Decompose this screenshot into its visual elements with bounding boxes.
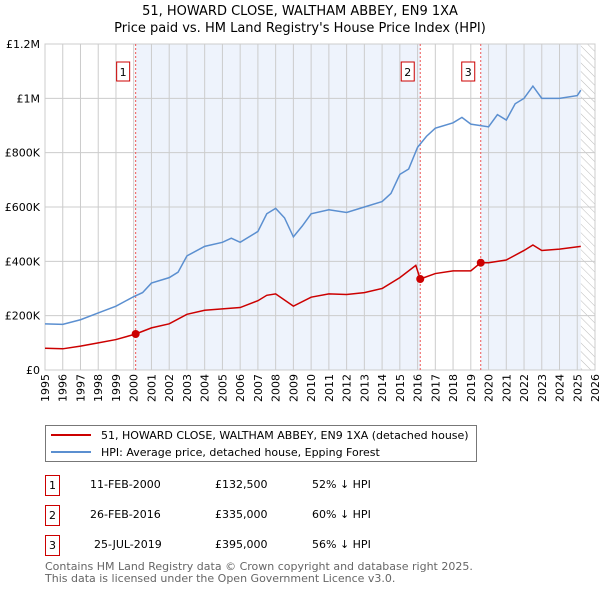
transaction-date: 25-JUL-2019 [94, 538, 162, 551]
transaction-row: 2 26-FEB-2016 £335,000 60% ↓ HPI [45, 505, 465, 526]
x-tick-label: 2011 [323, 374, 336, 402]
legend-swatch-blue [51, 451, 91, 453]
x-tick-label: 2002 [163, 374, 176, 402]
legend-item-hpi: HPI: Average price, detached house, Eppi… [51, 444, 380, 460]
sale-marker-label: 3 [465, 66, 472, 79]
x-tick-label: 1999 [110, 374, 123, 402]
transaction-hpi: 60% ↓ HPI [312, 508, 371, 521]
sale-marker-box [400, 61, 415, 82]
sale-marker-label: 1 [120, 66, 127, 79]
x-tick-label: 2003 [181, 374, 194, 402]
footer-licence: This data is licensed under the Open Gov… [45, 572, 396, 585]
legend-label: 51, HOWARD CLOSE, WALTHAM ABBEY, EN9 1XA… [101, 428, 469, 442]
sale-point [476, 258, 485, 267]
x-tick-label: 2017 [429, 374, 442, 402]
transaction-price: £132,500 [215, 478, 268, 491]
x-tick-label: 2018 [447, 374, 460, 402]
footer-copyright: Contains HM Land Registry data © Crown c… [45, 560, 473, 573]
x-tick-label: 2021 [500, 374, 513, 402]
sale-marker-box [116, 61, 131, 82]
x-tick-label: 2009 [287, 374, 300, 402]
y-tick-label: £800K [5, 147, 41, 160]
hpi-line [44, 84, 582, 326]
transaction-number: 1 [45, 475, 60, 496]
x-tick-label: 1996 [57, 374, 70, 402]
footer: Contains HM Land Registry data © Crown c… [45, 561, 473, 585]
transaction-price: £395,000 [215, 538, 268, 551]
legend-label: HPI: Average price, detached house, Eppi… [101, 445, 380, 459]
transaction-number: 3 [45, 535, 60, 556]
transaction-hpi: 56% ↓ HPI [312, 538, 371, 551]
price-chart: 1995 1996 1997 1998 1999 2000 2001 2002 2003 2004… [5, 38, 600, 402]
y-tick-label: £0 [26, 364, 40, 377]
sale-marker-label: 2 [404, 66, 411, 79]
sale-marker-box [461, 61, 476, 82]
chart-subtitle: Price paid vs. HM Land Registry's House … [114, 21, 486, 36]
x-tick-label: 2016 [412, 374, 425, 402]
x-tick-label: 2008 [270, 374, 283, 402]
transaction-row: 1 11-FEB-2000 £132,500 52% ↓ HPI [45, 475, 465, 496]
x-tick-label: 2020 [483, 374, 496, 402]
x-tick-label: 2019 [465, 374, 478, 402]
sale-point [131, 330, 140, 339]
x-tick-label: 1995 [39, 374, 52, 402]
x-tick-label: 2004 [199, 374, 212, 402]
x-tick-label: 2010 [305, 374, 318, 402]
x-tick-label: 2005 [216, 374, 229, 402]
x-tick-label: 2007 [252, 374, 265, 402]
x-tick-label: 2012 [341, 374, 354, 402]
chart-title: 51, HOWARD CLOSE, WALTHAM ABBEY, EN9 1XA [142, 4, 458, 19]
x-tick-label: 2022 [518, 374, 531, 402]
plot-frame [44, 43, 596, 371]
legend-item-property: 51, HOWARD CLOSE, WALTHAM ABBEY, EN9 1XA… [51, 427, 469, 443]
x-tick-label: 2014 [376, 374, 389, 402]
x-tick-label: 2001 [145, 374, 158, 402]
x-tick-label: 2025 [571, 374, 584, 402]
x-tick-label: 2006 [234, 374, 247, 402]
legend: 51, HOWARD CLOSE, WALTHAM ABBEY, EN9 1XA… [45, 425, 477, 462]
x-tick-label: 2015 [394, 374, 407, 402]
transaction-date: 26-FEB-2016 [90, 508, 161, 521]
transaction-price: £335,000 [215, 508, 268, 521]
y-tick-label: £1.2M [6, 38, 40, 51]
x-tick-label: 2026 [589, 374, 600, 402]
transaction-date: 11-FEB-2000 [90, 478, 161, 491]
y-tick-label: £400K [5, 255, 41, 268]
x-tick-label: 2024 [554, 374, 567, 402]
x-tick-label: 2000 [128, 374, 141, 402]
sale-point [416, 274, 425, 283]
y-tick-label: £200K [5, 310, 41, 323]
y-tick-label: £600K [5, 201, 41, 214]
transaction-row: 3 25-JUL-2019 £395,000 56% ↓ HPI [45, 535, 465, 556]
transaction-hpi: 52% ↓ HPI [312, 478, 371, 491]
transaction-number: 2 [45, 505, 60, 526]
x-tick-label: 2023 [536, 374, 549, 402]
legend-swatch-red [51, 434, 91, 436]
x-tick-label: 1998 [92, 374, 105, 402]
property-price-line [44, 244, 581, 350]
x-tick-label: 1997 [74, 374, 87, 402]
x-tick-label: 2013 [358, 374, 371, 402]
y-tick-label: £1M [17, 92, 41, 105]
